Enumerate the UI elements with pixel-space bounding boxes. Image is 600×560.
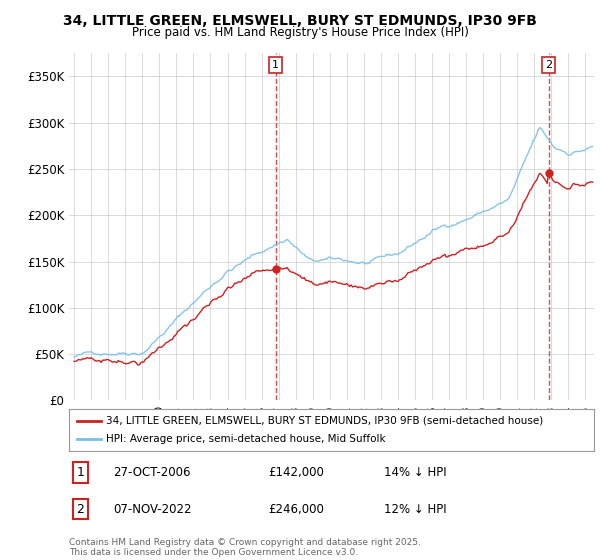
Text: 12% ↓ HPI: 12% ↓ HPI (384, 502, 446, 516)
Text: 2: 2 (77, 502, 85, 516)
Text: 1: 1 (272, 60, 279, 70)
Text: HPI: Average price, semi-detached house, Mid Suffolk: HPI: Average price, semi-detached house,… (106, 434, 385, 444)
Text: 27-OCT-2006: 27-OCT-2006 (113, 466, 191, 479)
Text: 34, LITTLE GREEN, ELMSWELL, BURY ST EDMUNDS, IP30 9FB (semi-detached house): 34, LITTLE GREEN, ELMSWELL, BURY ST EDMU… (106, 416, 543, 426)
Text: 34, LITTLE GREEN, ELMSWELL, BURY ST EDMUNDS, IP30 9FB: 34, LITTLE GREEN, ELMSWELL, BURY ST EDMU… (63, 14, 537, 28)
Text: Price paid vs. HM Land Registry's House Price Index (HPI): Price paid vs. HM Land Registry's House … (131, 26, 469, 39)
Text: 07-NOV-2022: 07-NOV-2022 (113, 502, 192, 516)
Text: 1: 1 (77, 466, 85, 479)
Text: £142,000: £142,000 (269, 466, 325, 479)
Text: Contains HM Land Registry data © Crown copyright and database right 2025.
This d: Contains HM Land Registry data © Crown c… (69, 538, 421, 557)
Text: 14% ↓ HPI: 14% ↓ HPI (384, 466, 446, 479)
Text: 2: 2 (545, 60, 553, 70)
Text: £246,000: £246,000 (269, 502, 325, 516)
